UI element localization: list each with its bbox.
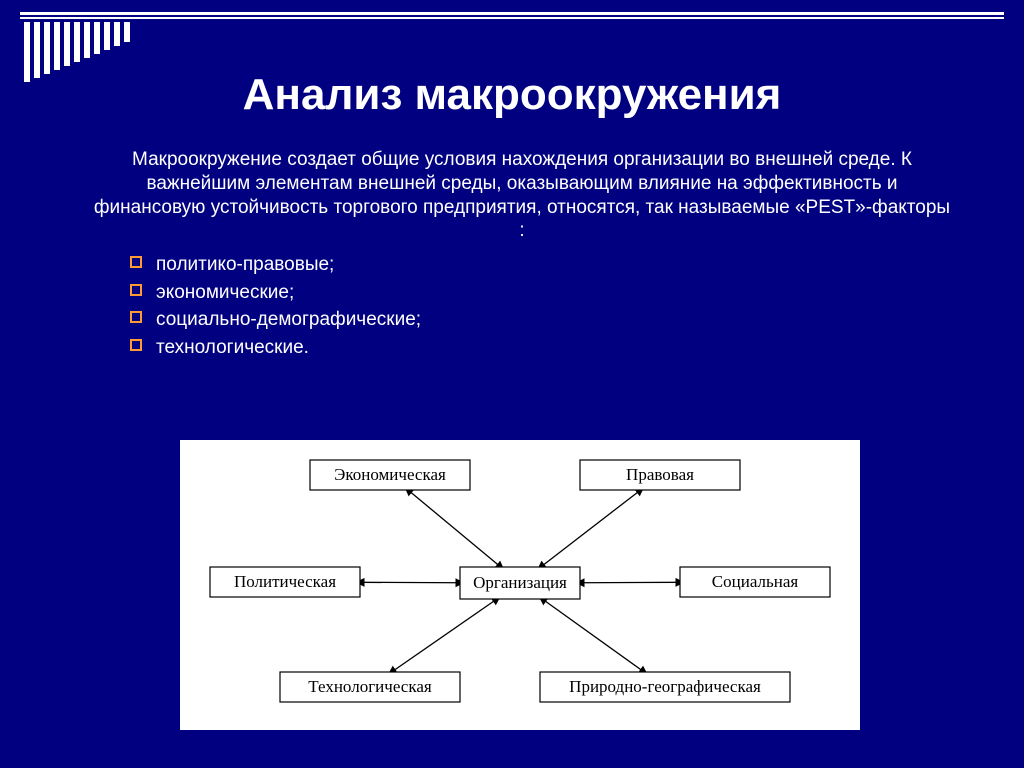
edge-center-geo bbox=[542, 599, 644, 672]
node-label-legal: Правовая bbox=[626, 465, 694, 484]
node-label-econ: Экономическая bbox=[334, 465, 446, 484]
stripe bbox=[114, 22, 120, 46]
top-rule bbox=[20, 12, 1004, 18]
stripe bbox=[94, 22, 100, 54]
slide-body: Макроокружение создает общие условия нах… bbox=[90, 148, 954, 361]
stripe bbox=[64, 22, 70, 66]
node-label-geo: Природно-географическая bbox=[569, 677, 761, 696]
stripe bbox=[74, 22, 80, 62]
node-label-center: Организация bbox=[473, 573, 567, 592]
bullet-item: политико-правовые; bbox=[130, 251, 954, 279]
edge-center-econ bbox=[408, 490, 501, 567]
stripe bbox=[104, 22, 110, 50]
slide: Анализ макроокружения Макроокружение соз… bbox=[0, 0, 1024, 768]
edge-center-legal bbox=[541, 490, 641, 567]
stripe bbox=[54, 22, 60, 70]
slide-title: Анализ макроокружения bbox=[0, 70, 1024, 120]
node-label-tech: Технологическая bbox=[308, 677, 432, 696]
edge-center-tech bbox=[392, 599, 497, 672]
intro-text: Макроокружение создает общие условия нах… bbox=[90, 148, 954, 243]
bullet-item: экономические; bbox=[130, 279, 954, 307]
bullet-item: социально-демографические; bbox=[130, 306, 954, 334]
stripe bbox=[124, 22, 130, 42]
bullet-item: технологические. bbox=[130, 334, 954, 362]
stripe bbox=[84, 22, 90, 58]
bullet-list: политико-правовые;экономические;социальн… bbox=[130, 251, 954, 361]
stripe bbox=[44, 22, 50, 74]
diagram: Организация Экономическая Правовая Политиче… bbox=[180, 440, 860, 730]
node-label-social: Социальная bbox=[712, 572, 799, 591]
node-label-polit: Политическая bbox=[234, 572, 336, 591]
